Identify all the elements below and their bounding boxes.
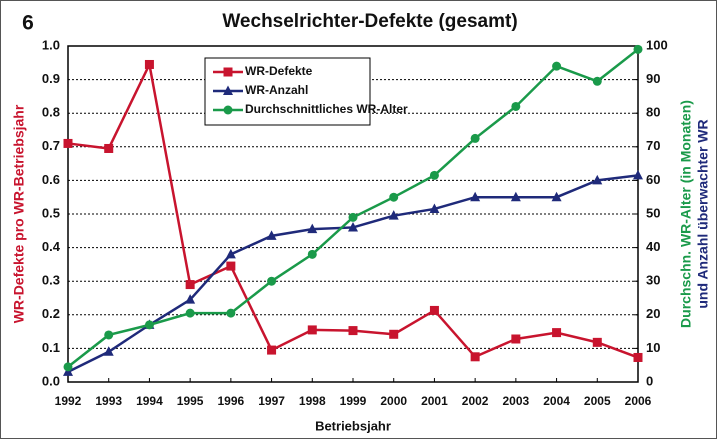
y2-tick-label: 100 [646,37,668,52]
y2-tick-label: 20 [646,306,660,321]
x-tick-label: 2002 [462,394,489,408]
y-tick-label: 0.8 [42,105,60,120]
y-tick-label: 1.0 [42,37,60,52]
data-point [307,325,317,335]
legend-marker [223,67,233,77]
data-point [185,294,196,304]
x-tick-label: 1994 [136,394,163,408]
data-point [104,330,114,340]
data-point [388,210,399,220]
data-point [104,143,114,153]
x-tick-label: 2005 [584,394,611,408]
data-point [429,305,439,315]
y-tick-label: 0.3 [42,273,60,288]
legend-marker [223,85,233,95]
x-tick-label: 2004 [543,394,570,408]
data-point [592,337,602,347]
figure-number: 6 [22,12,34,35]
data-point [144,320,154,330]
x-tick-label: 1997 [258,394,285,408]
y2-tick-label: 0 [646,373,653,388]
data-point [633,44,643,54]
data-point [226,261,236,271]
x-tick-label: 2001 [421,394,448,408]
y-tick-label: 0.9 [42,71,60,86]
data-point [470,191,481,202]
y2-axis-label: Durchschn. WR-Alter (in Monaten) [678,100,694,328]
y-tick-label: 0.7 [42,138,60,153]
y-tick-label: 0.2 [42,306,60,321]
data-point [63,138,73,148]
data-point [348,212,358,222]
data-point [470,133,480,143]
y-tick-label: 0.4 [42,239,61,254]
data-point [510,191,521,202]
data-point [389,329,399,339]
data-point [185,308,195,318]
data-point [389,192,399,202]
y-tick-label: 0.6 [42,172,60,187]
data-point [144,59,154,69]
x-tick-label: 2006 [625,394,652,408]
data-point [226,308,236,318]
x-tick-label: 1995 [177,394,204,408]
data-point [592,76,602,86]
y2-tick-label: 50 [646,205,660,220]
y2-tick-label: 30 [646,273,660,288]
y2-tick-label: 10 [646,340,660,355]
legend-label: WR-Anzahl [245,83,308,97]
data-point [348,221,358,232]
x-tick-label: 2000 [380,394,407,408]
data-point [63,362,73,372]
data-point [185,280,195,290]
data-point [470,352,480,362]
y-tick-label: 0.1 [42,340,60,355]
data-point [225,248,236,259]
x-tick-label: 2003 [503,394,530,408]
x-tick-label: 1999 [340,394,367,408]
y-tick-label: 0.0 [42,373,60,388]
y-axis-label: WR-Defekte pro WR-Betriebsjahr [11,104,27,323]
data-point [267,345,277,355]
y2-tick-label: 60 [646,172,660,187]
data-point [592,174,603,185]
data-point [552,61,562,71]
data-point [633,169,643,180]
y2-tick-label: 90 [646,71,660,86]
y2-tick-label: 70 [646,138,660,153]
data-point [429,170,439,180]
y2-tick-label: 80 [646,105,660,120]
legend-label: Durchschnittliches WR-Alter [245,102,408,116]
data-point [551,191,562,202]
data-point [266,230,277,240]
y2-axis-label: und Anzahl überwachter WR [695,119,711,308]
data-point [103,346,114,356]
data-point [511,101,521,111]
data-point [267,276,277,286]
y-tick-label: 0.5 [42,205,60,220]
data-point [307,249,317,259]
data-point [633,352,643,362]
data-point [511,334,521,344]
x-tick-label: 1998 [299,394,326,408]
x-tick-label: 1993 [95,394,122,408]
x-tick-label: 1996 [218,394,245,408]
x-tick-label: 1992 [55,394,82,408]
legend-marker [223,105,233,115]
data-point [429,203,440,213]
legend-label: WR-Defekte [245,64,313,78]
y2-tick-label: 40 [646,239,660,254]
data-point [552,328,562,338]
data-point [348,326,358,336]
chart-title: Wechselrichter-Defekte (gesamt) [222,11,517,32]
x-axis-label: Betriebsjahr [315,418,391,433]
data-point [307,223,318,234]
